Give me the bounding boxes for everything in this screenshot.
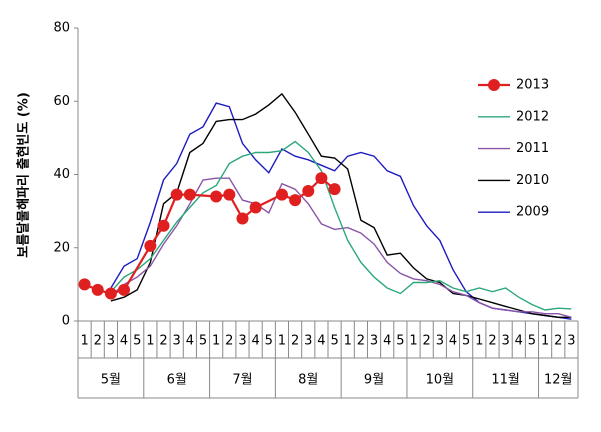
x-tick-label: 1 bbox=[344, 334, 352, 349]
x-tick-label: 1 bbox=[212, 334, 220, 349]
x-tick-label: 1 bbox=[80, 334, 88, 349]
data-point bbox=[78, 278, 91, 291]
series-line bbox=[110, 140, 572, 311]
x-tick-label: 4 bbox=[186, 334, 194, 349]
x-tick-label: 3 bbox=[304, 334, 312, 349]
y-tick-label: 80 bbox=[53, 21, 70, 36]
data-point bbox=[289, 194, 302, 207]
x-tick-label: 3 bbox=[436, 334, 444, 349]
legend-label: 2013 bbox=[516, 78, 549, 93]
legend-label: 2010 bbox=[516, 173, 549, 188]
x-tick-label: 5 bbox=[528, 334, 536, 349]
data-point bbox=[118, 283, 131, 296]
month-label: 5월 bbox=[101, 373, 121, 388]
x-tick-label: 1 bbox=[409, 334, 417, 349]
x-tick-label: 4 bbox=[515, 334, 523, 349]
series-line bbox=[110, 102, 572, 320]
data-point bbox=[170, 188, 183, 201]
x-tick-label: 2 bbox=[291, 334, 299, 349]
series-line bbox=[110, 177, 572, 318]
y-tick-label: 0 bbox=[62, 314, 70, 329]
y-axis-label: 보름달물해파리 출현빈도 (%) bbox=[16, 92, 32, 258]
x-tick-label: 2 bbox=[225, 334, 233, 349]
series-line bbox=[110, 92, 572, 318]
x-tick-label: 1 bbox=[146, 334, 154, 349]
x-tick-label: 3 bbox=[107, 334, 115, 349]
y-tick-label: 60 bbox=[53, 94, 70, 109]
data-point bbox=[328, 183, 341, 196]
x-tick-label: 4 bbox=[449, 334, 457, 349]
data-point bbox=[223, 188, 236, 201]
x-tick-label: 5 bbox=[265, 334, 273, 349]
x-tick-label: 3 bbox=[567, 334, 575, 349]
legend-label: 2009 bbox=[516, 205, 549, 220]
x-tick-label: 4 bbox=[251, 334, 259, 349]
x-tick-label: 5 bbox=[133, 334, 141, 349]
data-point bbox=[91, 283, 104, 296]
month-label: 7월 bbox=[232, 373, 252, 388]
month-label: 11월 bbox=[491, 373, 520, 388]
x-tick-label: 4 bbox=[120, 334, 128, 349]
y-tick-label: 40 bbox=[53, 167, 70, 182]
x-tick-label: 1 bbox=[475, 334, 483, 349]
data-point bbox=[210, 190, 223, 203]
legend-label: 2011 bbox=[516, 141, 549, 156]
x-tick-label: 3 bbox=[238, 334, 246, 349]
legend-label: 2012 bbox=[516, 109, 549, 124]
x-tick-label: 4 bbox=[317, 334, 325, 349]
x-tick-label: 2 bbox=[357, 334, 365, 349]
x-tick-label: 2 bbox=[554, 334, 562, 349]
legend-marker bbox=[488, 79, 500, 91]
x-tick-label: 5 bbox=[199, 334, 207, 349]
data-point bbox=[157, 219, 170, 232]
data-point bbox=[302, 184, 315, 197]
x-tick-label: 3 bbox=[501, 334, 509, 349]
x-tick-label: 2 bbox=[94, 334, 102, 349]
x-tick-label: 5 bbox=[462, 334, 470, 349]
month-label: 10월 bbox=[426, 373, 455, 388]
month-label: 9월 bbox=[364, 373, 384, 388]
y-tick-label: 20 bbox=[53, 240, 70, 255]
month-label: 8월 bbox=[298, 373, 318, 388]
data-point bbox=[275, 188, 288, 201]
x-tick-label: 5 bbox=[396, 334, 404, 349]
data-point bbox=[144, 239, 157, 252]
data-point bbox=[249, 201, 262, 214]
x-tick-label: 4 bbox=[383, 334, 391, 349]
x-tick-label: 2 bbox=[423, 334, 431, 349]
x-tick-label: 2 bbox=[159, 334, 167, 349]
data-point bbox=[183, 188, 196, 201]
x-tick-label: 3 bbox=[173, 334, 181, 349]
x-tick-label: 1 bbox=[541, 334, 549, 349]
data-point bbox=[104, 287, 117, 300]
x-tick-label: 1 bbox=[278, 334, 286, 349]
x-tick-label: 5 bbox=[330, 334, 338, 349]
x-tick-label: 2 bbox=[488, 334, 496, 349]
month-label: 6월 bbox=[167, 373, 187, 388]
data-point bbox=[315, 172, 328, 185]
month-label: 12월 bbox=[544, 373, 573, 388]
x-tick-label: 3 bbox=[370, 334, 378, 349]
data-point bbox=[236, 212, 249, 225]
